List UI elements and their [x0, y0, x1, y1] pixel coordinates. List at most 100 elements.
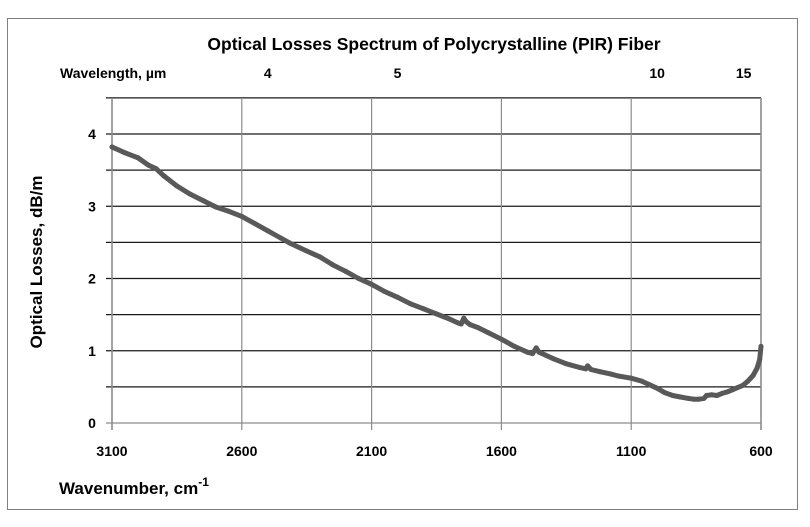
data-point	[458, 321, 464, 327]
x-axis-label-text: Wavenumber, cm	[59, 479, 198, 498]
data-point	[135, 155, 141, 161]
data-point	[330, 262, 336, 268]
data-point	[745, 378, 751, 384]
data-point	[161, 173, 167, 179]
data-point	[543, 352, 548, 358]
secondary-x-tick-label: 4	[264, 65, 272, 81]
data-point	[434, 311, 439, 317]
data-point	[265, 228, 271, 234]
data-point	[461, 315, 467, 321]
x-tick-label: 2600	[226, 443, 257, 459]
data-point	[704, 393, 709, 398]
data-point	[678, 394, 683, 400]
data-point	[122, 150, 128, 156]
data-point	[719, 390, 725, 396]
data-point	[628, 375, 634, 381]
data-point	[576, 364, 582, 370]
data-point	[691, 396, 696, 402]
data-point	[356, 276, 362, 281]
data-point	[536, 349, 542, 355]
data-point	[343, 268, 349, 274]
vertical-gridlines	[111, 98, 762, 430]
data-point	[646, 382, 652, 388]
data-point	[278, 235, 284, 241]
data-point	[662, 390, 668, 396]
data-point	[395, 294, 401, 300]
data-point	[252, 221, 258, 227]
data-point	[758, 343, 764, 349]
data-point	[696, 396, 702, 402]
y-tick-label: 3	[88, 198, 96, 214]
data-point	[421, 306, 426, 312]
data-point	[369, 281, 375, 287]
data-point	[408, 301, 413, 307]
x-axis-label: Wavenumber, cm-1	[59, 475, 209, 498]
data-point	[498, 336, 504, 342]
x-axis-label-superscript: -1	[198, 475, 209, 489]
data-point	[563, 361, 569, 367]
data-point	[714, 393, 720, 398]
y-tick-label: 0	[88, 415, 96, 431]
secondary-x-tick-label: 5	[394, 65, 402, 81]
x-tick-labels: 3100 2600 2100 1600 1100 600	[96, 443, 772, 459]
data-point	[187, 191, 193, 197]
chart-frame	[7, 18, 798, 510]
data-point	[287, 240, 293, 246]
data-point	[550, 356, 556, 362]
data-point	[735, 385, 741, 391]
data-point	[382, 289, 388, 294]
data-point	[304, 248, 310, 254]
data-point	[533, 345, 539, 351]
x-tick-label: 2100	[356, 443, 387, 459]
y-tick-labels: 0 1 2 3 4	[88, 126, 96, 431]
data-point	[475, 325, 481, 331]
data-point	[709, 392, 715, 398]
x-tick-label: 600	[749, 443, 773, 459]
data-point	[213, 204, 219, 210]
data-point	[145, 162, 151, 168]
data-point	[597, 369, 603, 375]
data-point	[670, 393, 676, 398]
series-line	[109, 144, 764, 402]
secondary-x-axis-label: Wavelength, µm	[60, 65, 166, 81]
data-point	[153, 166, 159, 172]
data-point	[463, 319, 469, 325]
data-point	[317, 254, 323, 260]
data-point	[226, 208, 232, 214]
data-point	[607, 371, 613, 377]
data-point	[239, 213, 245, 219]
y-axis-label: Optical Losses, dB/m	[27, 176, 46, 349]
data-point	[729, 387, 735, 393]
data-point	[511, 343, 517, 349]
data-point	[588, 367, 594, 372]
data-point	[454, 320, 460, 326]
data-point	[754, 365, 760, 371]
secondary-x-tick-label: 10	[649, 65, 665, 81]
x-tick-label: 1600	[486, 443, 517, 459]
data-point	[447, 316, 452, 322]
data-point	[174, 183, 180, 189]
chart-title: Optical Losses Spectrum of Polycrystalli…	[207, 34, 660, 54]
data-point	[750, 372, 756, 378]
secondary-x-tick-label: 15	[736, 65, 752, 81]
data-point	[530, 351, 536, 357]
data-point	[485, 330, 491, 336]
horizontal-gridlines	[106, 97, 761, 424]
data-point	[467, 322, 473, 328]
data-point	[757, 356, 763, 362]
data-point	[615, 373, 621, 379]
x-tick-label: 3100	[96, 443, 127, 459]
data-point	[109, 144, 115, 150]
data-point	[585, 363, 591, 369]
data-point	[724, 389, 730, 395]
data-point	[654, 385, 660, 391]
data-point	[639, 378, 645, 384]
y-tick-label: 1	[88, 343, 96, 359]
data-point	[524, 349, 530, 355]
data-point	[200, 198, 206, 203]
x-tick-label: 1100	[616, 443, 647, 459]
secondary-x-ticks: 4 5 10 15	[264, 65, 752, 81]
series-group	[109, 144, 764, 402]
data-point	[740, 382, 746, 388]
